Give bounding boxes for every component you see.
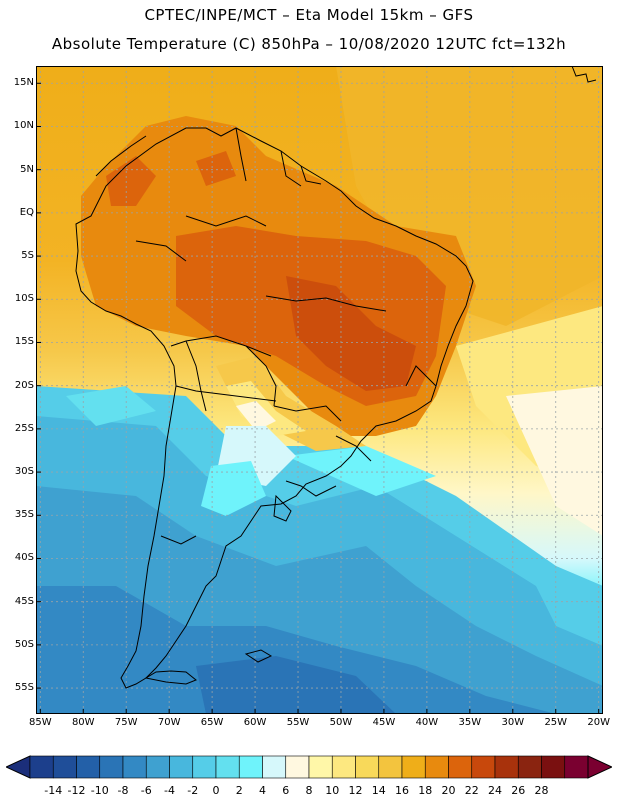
colorbar-label: -14 [44,784,63,797]
colorbar-label: 12 [348,784,363,797]
latitude-label: 10N [13,120,34,132]
colorbar-segment [29,755,54,779]
colorbar-segment [262,755,287,779]
colorbar-label: -12 [67,784,86,797]
colorbar-label: -10 [90,784,109,797]
colorbar-label: 6 [282,784,290,797]
longitude-label: 75W [114,717,138,728]
colorbar-segment [517,755,542,779]
graticule [36,66,603,714]
latitude-label: 25S [14,422,34,434]
latitude-label: 55S [14,682,34,694]
title-line-1: CPTEC/INPE/MCT – Eta Model 15km – GFS [144,6,474,24]
colorbar-segment [145,755,170,779]
colorbar-segment [215,755,240,779]
colorbar-segment [355,755,380,779]
colorbar-segment [192,755,217,779]
colorbar-label: 20 [441,784,456,797]
colorbar-high-arrow [587,755,612,779]
colorbar-label: 28 [534,784,549,797]
colorbar-label: 16 [395,784,409,797]
latitude-label: 10S [14,293,34,305]
colorbar-label: -2 [187,784,199,797]
latitude-label: 5S [21,250,34,262]
colorbar-segment [448,755,473,779]
longitude-label: 25W [544,717,568,728]
latitude-label: 15S [14,336,34,348]
colorbar-segment [541,755,566,779]
latitude-label: 45S [14,595,34,607]
colorbar [6,755,612,779]
colorbar-segment [308,755,333,779]
longitude-label: 70W [157,717,181,728]
latitude-label: 5N [20,163,34,175]
coastline [75,127,474,689]
colorbar-label: 8 [305,784,313,797]
longitude-label: 50W [329,717,353,728]
colorbar-segment [285,755,310,779]
colorbar-segment [52,755,77,779]
longitude-label: 80W [71,717,95,728]
longitude-label: 55W [286,717,310,728]
colorbar-segment [564,755,589,779]
colorbar-segment [378,755,403,779]
colorbar-label: 18 [418,784,433,797]
latitude-label: 30S [14,466,34,478]
colorbar-segment [169,755,194,779]
colorbar-label: 0 [212,784,220,797]
title-line-2: Absolute Temperature (C) 850hPa – 10/08/… [51,35,567,53]
colorbar-low-arrow [6,755,31,779]
latitude-label: 40S [14,552,34,564]
colorbar-segment [471,755,496,779]
colorbar-segment [401,755,426,779]
longitude-label: 60W [243,717,267,728]
colorbar-label: 4 [259,784,266,797]
longitude-label: 30W [501,717,525,728]
colorbar-segment [99,755,124,779]
latitude-label: EQ [19,206,34,218]
map-frame [36,66,603,714]
latitude-label: 50S [14,638,34,650]
colorbar-segment [76,755,101,779]
colorbar-segment [122,755,147,779]
colorbar-label: 2 [235,784,243,797]
southern-islands [144,66,597,685]
latitude-label: 15N [13,77,34,89]
colorbar-label: -8 [117,784,129,797]
colorbar-segment [238,755,263,779]
latitude-label: 35S [14,509,34,521]
colorbar-label: 24 [488,784,502,797]
colorbar-segment [494,755,519,779]
longitude-label: 65W [200,717,224,728]
colorbar-segment [331,755,356,779]
longitude-label: 35W [458,717,482,728]
colorbar-label: 26 [511,784,526,797]
colorbar-label: -6 [140,784,152,797]
colorbar-label: 22 [464,784,479,797]
colorbar-segment [424,755,449,779]
latitude-label: 20S [14,379,34,391]
longitude-label: 40W [415,717,439,728]
colorbar-label: 14 [371,784,386,797]
colorbar-label: -4 [164,784,175,797]
longitude-label: 85W [28,717,52,728]
colorbar-label: 10 [325,784,340,797]
longitude-label: 45W [372,717,396,728]
temperature-map [36,66,603,714]
longitude-label: 20W [587,717,611,728]
